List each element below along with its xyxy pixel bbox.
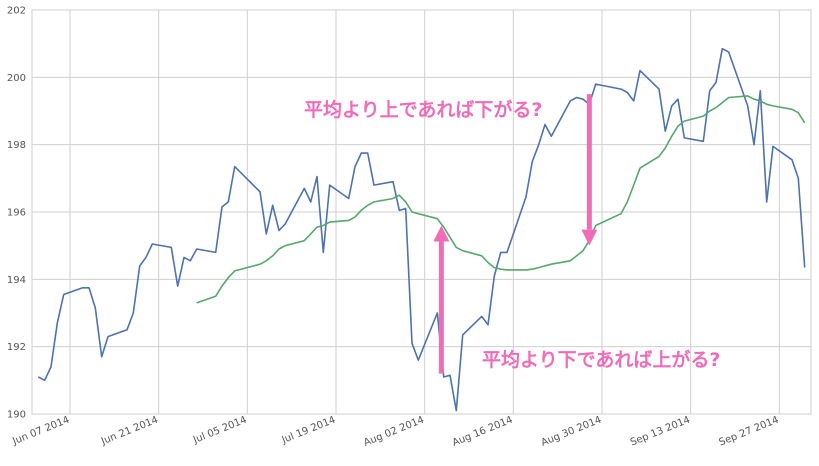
annotation-arrow-head: [433, 225, 450, 242]
y-tick-label: 194: [7, 275, 26, 286]
moving-average-series-line: [196, 95, 806, 304]
x-gridlines: [69, 10, 780, 414]
annotation-arrow-head: [581, 229, 598, 246]
price-series-line: [37, 47, 806, 412]
x-axis-ticks: Jun 07 2014 Jun 21 2014 Jul 05 2014 Jul 19 …: [10, 415, 780, 449]
y-tick-label: 196: [7, 208, 26, 219]
series-layer: [37, 47, 806, 412]
x-tick-label: Jul 19 2014: [280, 415, 338, 447]
x-tick-label: Jul 05 2014: [191, 415, 249, 447]
y-tick-label: 190: [7, 410, 26, 421]
annotation-layer: 平均より上であれば下がる? 平均より下であれば上がる?: [304, 94, 720, 374]
annotation-text: 平均より下であれば上がる?: [482, 348, 720, 371]
x-tick-label: Aug 30 2014: [540, 415, 604, 449]
x-tick-label: Sep 27 2014: [718, 415, 781, 449]
y-tick-label: 202: [7, 6, 26, 17]
annotation-text: 平均より上であれば下がる?: [304, 98, 542, 121]
y-axis-ticks: 190 192 194 196 198 200 202: [7, 6, 26, 421]
x-tick-label: Sep 13 2014: [629, 415, 692, 449]
x-tick-label: Jun 21 2014: [99, 415, 160, 448]
x-tick-label: Aug 02 2014: [362, 415, 426, 449]
y-tick-label: 198: [7, 140, 26, 151]
y-tick-label: 200: [7, 73, 26, 84]
y-gridlines: [32, 9, 811, 415]
y-tick-label: 192: [7, 342, 26, 353]
x-tick-label: Aug 16 2014: [451, 415, 515, 449]
